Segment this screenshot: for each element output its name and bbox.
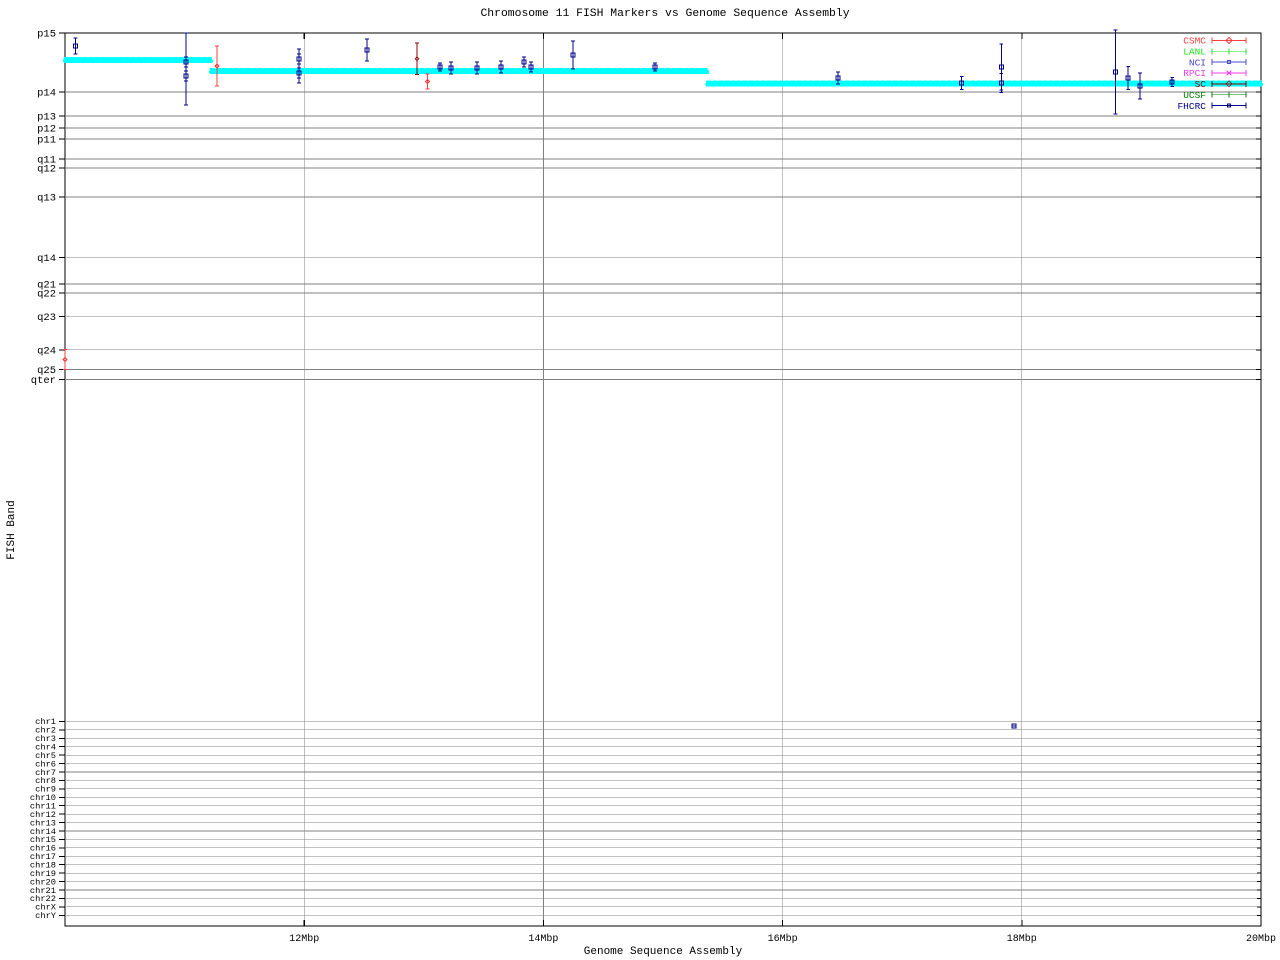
svg-text:q23: q23	[37, 312, 56, 324]
svg-text:q13: q13	[37, 193, 56, 205]
svg-text:p13: p13	[37, 112, 56, 124]
svg-text:q14: q14	[37, 253, 56, 265]
svg-text:q12: q12	[37, 164, 56, 176]
svg-text:FISH Band: FISH Band	[6, 500, 18, 559]
svg-text:16Mbp: 16Mbp	[768, 933, 798, 945]
svg-text:Genome Sequence Assembly: Genome Sequence Assembly	[584, 946, 743, 958]
svg-text:NCI: NCI	[1189, 57, 1206, 68]
svg-text:18Mbp: 18Mbp	[1007, 933, 1037, 945]
svg-text:12Mbp: 12Mbp	[289, 933, 319, 945]
svg-text:Chromosome 11 FISH Markers vs: Chromosome 11 FISH Markers vs Genome Seq…	[480, 8, 849, 20]
svg-text:LANL: LANL	[1183, 46, 1206, 57]
svg-text:q22: q22	[37, 289, 56, 301]
svg-text:FHCRC: FHCRC	[1177, 101, 1206, 112]
svg-text:q24: q24	[37, 345, 56, 357]
svg-text:p15: p15	[37, 29, 56, 41]
svg-text:CSMC: CSMC	[1183, 36, 1206, 47]
svg-text:SC: SC	[1195, 79, 1207, 90]
svg-text:p11: p11	[37, 135, 56, 147]
svg-text:qter: qter	[31, 375, 56, 387]
svg-text:UCSF: UCSF	[1183, 90, 1206, 101]
svg-text:p14: p14	[37, 88, 56, 100]
svg-text:20Mbp: 20Mbp	[1246, 933, 1276, 945]
svg-text:RPCI: RPCI	[1183, 68, 1206, 79]
svg-text:14Mbp: 14Mbp	[528, 933, 558, 945]
svg-text:chrY: chrY	[35, 911, 57, 921]
